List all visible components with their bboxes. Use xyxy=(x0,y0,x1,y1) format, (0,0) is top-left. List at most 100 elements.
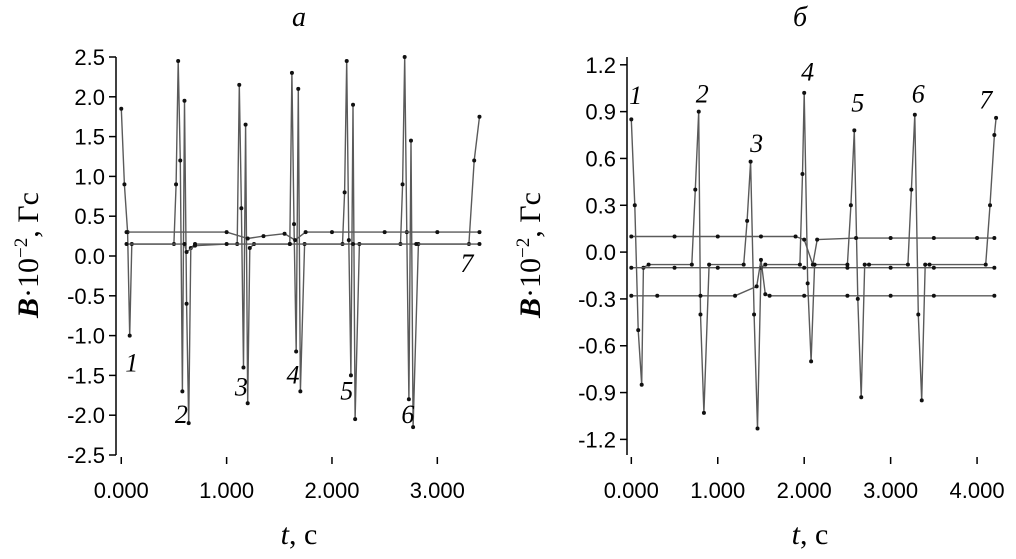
panel-a-data-point xyxy=(303,230,308,235)
panel-б-data-point xyxy=(629,265,634,270)
panel-a-data-point xyxy=(184,301,189,306)
panel-a-y-tick-label: -2.5 xyxy=(67,443,105,468)
panel-б-curve-label-5: 5 xyxy=(851,89,864,118)
panel-a-data-point xyxy=(245,236,250,241)
panel-a-data-point xyxy=(346,238,351,243)
panel-a-letter: a xyxy=(292,2,306,33)
panel-a-y-tick-label: 0.5 xyxy=(74,204,105,229)
panel-a-series-line-2 xyxy=(126,231,480,241)
panel-a: a 2.5 2.0 1.5 1.0 0.5 0.0 -0.5 -1.0 -1.5 -2.0 -2.5… xyxy=(11,2,482,551)
panel-a-y-title-exp: −2 xyxy=(11,238,32,258)
panel-a-y-title-var: B xyxy=(12,298,45,319)
panel-б-data-point xyxy=(867,262,872,267)
panel-a-data-point xyxy=(261,234,266,239)
panel-б-data-point xyxy=(909,187,914,192)
panel-б-data-point xyxy=(802,265,807,270)
panel-a-data-point xyxy=(477,230,482,235)
panel-a-data-point xyxy=(348,373,353,378)
panel-b-y-axis-title: B·10−2, Гс xyxy=(513,192,547,319)
panel-a-data-point xyxy=(174,182,179,187)
panel-a-data-point xyxy=(127,333,132,338)
panel-a-x-title-var: t xyxy=(281,518,290,551)
panel-a-data-point xyxy=(402,55,407,59)
panel-a-x-ticks: 0.000 1.000 2.000 3.000 xyxy=(94,457,465,503)
panel-a-data-point xyxy=(124,242,129,247)
panel-a-data-point xyxy=(296,86,301,91)
panel-a-y-tick-label: 2.5 xyxy=(74,45,105,70)
panel-б-data-point xyxy=(763,262,768,267)
panel-a-data-point xyxy=(176,58,181,63)
panel-a-curve-label-4: 4 xyxy=(286,360,299,389)
panel-б-data-point xyxy=(912,112,917,117)
panel-б-data-point xyxy=(810,262,815,267)
panel-a-y-ticks: 2.5 2.0 1.5 1.0 0.5 0.0 -0.5 -1.0 -1.5 -2.0 -2.5 xyxy=(67,45,116,468)
panel-б-y-tick-label: -0.9 xyxy=(578,381,616,406)
panel-б-data-point xyxy=(741,262,746,267)
panel-a-data-point xyxy=(224,242,229,247)
panel-a-curve-label-7: 7 xyxy=(460,249,474,278)
panel-б-data-point xyxy=(758,257,763,262)
panel-б-data-point xyxy=(698,293,703,298)
panel-б-x-tick-label: 3.000 xyxy=(863,478,918,503)
panel-б-curve-label-2: 2 xyxy=(696,79,709,108)
panel-a-data-point xyxy=(193,243,198,248)
panel-a-data-point xyxy=(344,58,349,63)
panel-a-data-point xyxy=(182,98,187,103)
panel-б-data-point xyxy=(629,234,634,239)
panel-б-data-point xyxy=(815,237,820,242)
panel-б-data-point xyxy=(693,187,698,192)
panel-б-data-point xyxy=(672,265,677,270)
panel-б-y-tick-label: -0.3 xyxy=(578,287,616,312)
panel-a-data-point xyxy=(119,106,124,111)
panel-a-x-tick-label: 1.000 xyxy=(199,478,254,503)
panel-б-curve-label-1: 1 xyxy=(629,81,642,110)
panel-б-data-point xyxy=(852,128,857,133)
panel-a-data-point xyxy=(124,230,129,235)
panel-a-data-point xyxy=(477,114,482,119)
panel-a-data-point xyxy=(282,231,287,236)
panel-a-data-point xyxy=(247,246,252,251)
panel-b-y-ticks: 1.2 0.9 0.6 0.3 0.0 -0.3 -0.6 -0.9 -1.2 xyxy=(578,53,627,452)
panel-б-y-tick-label: 0.3 xyxy=(585,193,616,218)
panel-a-data-point xyxy=(241,365,246,370)
panel-б-data-point xyxy=(748,159,753,164)
panel-a-data-point xyxy=(122,182,127,187)
panel-a-data-point xyxy=(237,82,242,87)
panel-б-x-tick-label: 4.000 xyxy=(950,478,1005,503)
panel-б-data-point xyxy=(992,293,997,298)
panel-a-data-point xyxy=(184,250,189,255)
panel-б-data-point xyxy=(845,262,850,267)
panel-a-data-point xyxy=(382,230,387,235)
panel-a-x-axis-title: t, с xyxy=(281,518,318,551)
panel-б-data-point xyxy=(655,293,660,298)
panel-б-data-point xyxy=(758,234,763,239)
panel-b-y-title-unit: , Гс xyxy=(514,192,547,238)
panel-a-data-point xyxy=(287,242,292,247)
panel-a-data-point xyxy=(292,222,297,227)
panel-б-data-point xyxy=(931,265,936,270)
panel-б-data-point xyxy=(767,293,772,298)
panel-a-data-point xyxy=(411,425,416,430)
panel-a-data-point xyxy=(406,397,411,402)
panel-б-data-point xyxy=(855,296,860,301)
panel-a-y-title-unit: , Гс xyxy=(12,192,45,238)
panel-a-y-tick-label: 1.5 xyxy=(74,125,105,150)
panel-б-data-point xyxy=(752,312,757,317)
panel-б-data-point xyxy=(923,262,928,267)
panel-б-data-point xyxy=(636,328,641,333)
panel-б-data-point xyxy=(755,426,760,431)
panel-б-data-point xyxy=(975,236,980,241)
panel-a-data-point xyxy=(180,389,185,394)
panel-a-curve-label-2: 2 xyxy=(175,400,188,429)
panel-б-data-point xyxy=(646,262,651,267)
panel-б-data-point xyxy=(927,262,932,267)
panel-б-data-point xyxy=(754,284,759,289)
panel-б-y-tick-label: -1.2 xyxy=(578,427,616,452)
panel-a-data-point xyxy=(353,417,358,422)
panel-a-data-point xyxy=(239,206,244,211)
panel-б-y-tick-label: 0.6 xyxy=(585,146,616,171)
panel-б-data-point xyxy=(845,293,850,298)
panel-б-data-point xyxy=(931,293,936,298)
